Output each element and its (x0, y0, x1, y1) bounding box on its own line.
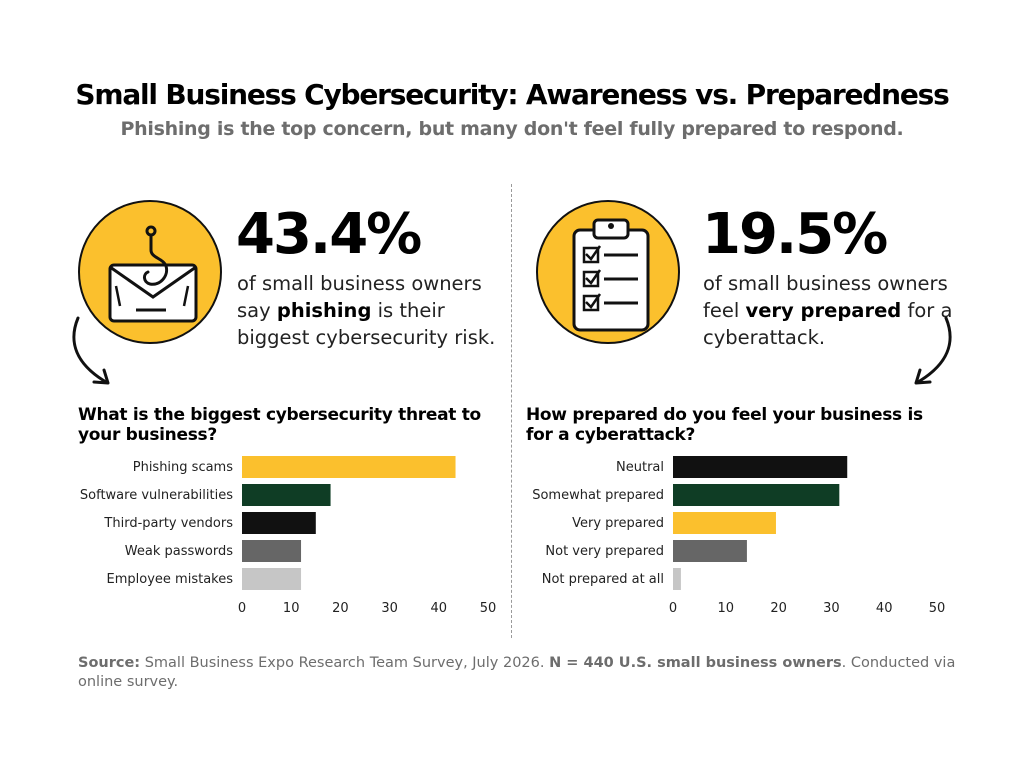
x-tick-label: 50 (929, 601, 946, 616)
x-tick-label: 10 (718, 601, 735, 616)
threat-chart-title: What is the biggest cybersecurity threat… (78, 405, 481, 445)
section-divider (511, 184, 512, 638)
x-tick-label: 20 (332, 601, 349, 616)
phishing-envelope-icon (108, 225, 198, 323)
x-tick-label: 10 (283, 601, 300, 616)
preparedness-chart-title: How prepared do you feel your business i… (526, 405, 923, 445)
x-tick-label: 30 (823, 601, 840, 616)
x-tick-label: 40 (431, 601, 448, 616)
x-tick-label: 0 (669, 601, 677, 616)
bar (673, 456, 848, 478)
right-stat-value: 19.5% (702, 202, 888, 267)
page-title: Small Business Cybersecurity: Awareness … (75, 78, 949, 111)
left-stat-value: 43.4% (236, 202, 422, 267)
bar (242, 512, 316, 534)
right-stat-description: of small business owners feel very prepa… (703, 272, 953, 349)
bar (242, 568, 302, 590)
threat-bar-chart: Phishing scams Software vulnerabilities Th… (80, 456, 497, 616)
preparedness-bar-chart: Neutral Somewhat prepared Very prepared Not… (532, 456, 946, 616)
category-label: Somewhat prepared (532, 488, 664, 503)
right-arrow-icon (914, 316, 952, 385)
category-label: Not prepared at all (542, 572, 664, 587)
bar (242, 540, 302, 562)
category-label: Not very prepared (545, 544, 664, 559)
category-label: Third-party vendors (103, 516, 233, 531)
category-label: Phishing scams (133, 460, 233, 475)
category-label: Neutral (616, 460, 664, 475)
very-prepared-emphasis: very prepared (745, 299, 902, 322)
x-tick-label: 30 (381, 601, 398, 616)
source-note: Source: Small Business Expo Research Tea… (78, 655, 956, 690)
x-tick-label: 50 (480, 601, 497, 616)
x-tick-label: 0 (238, 601, 246, 616)
left-stat-description: of small business owners say phishing is… (237, 272, 496, 349)
phishing-emphasis: phishing (276, 299, 372, 322)
checklist-clipboard-icon (572, 218, 650, 332)
checklist-circle (536, 200, 680, 344)
phishing-circle (78, 200, 222, 344)
bar (673, 568, 681, 590)
category-label: Software vulnerabilities (80, 488, 233, 503)
category-label: Employee mistakes (107, 572, 234, 587)
bar (242, 484, 331, 506)
bar (673, 512, 776, 534)
category-label: Very prepared (572, 516, 664, 531)
bar (673, 484, 840, 506)
left-arrow-icon (72, 316, 110, 385)
bar (242, 456, 456, 478)
x-tick-label: 40 (876, 601, 893, 616)
bar (673, 540, 747, 562)
page-subtitle: Phishing is the top concern, but many do… (120, 118, 904, 140)
category-label: Weak passwords (125, 544, 233, 559)
x-tick-label: 20 (770, 601, 787, 616)
